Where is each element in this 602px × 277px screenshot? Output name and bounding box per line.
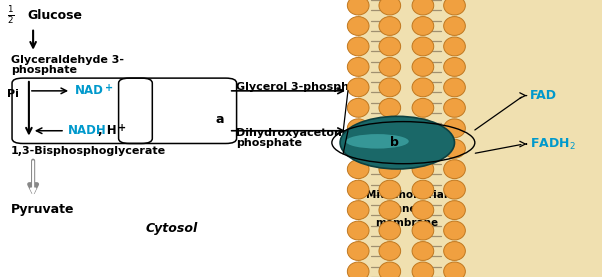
Ellipse shape [412, 119, 433, 138]
Ellipse shape [444, 139, 465, 158]
Ellipse shape [347, 78, 369, 97]
Ellipse shape [340, 116, 455, 169]
Ellipse shape [444, 58, 465, 76]
Ellipse shape [347, 221, 369, 240]
Ellipse shape [347, 37, 369, 56]
Ellipse shape [412, 0, 433, 15]
Text: inner: inner [391, 204, 421, 214]
Ellipse shape [444, 17, 465, 35]
Ellipse shape [347, 139, 369, 158]
Ellipse shape [347, 58, 369, 76]
Text: , H: , H [98, 124, 117, 137]
Text: Glycerol 3-phosphate: Glycerol 3-phosphate [236, 82, 369, 92]
Ellipse shape [346, 134, 409, 148]
Text: Cytosol: Cytosol [146, 222, 197, 235]
Text: phosphate: phosphate [236, 138, 302, 148]
Ellipse shape [347, 262, 369, 277]
Ellipse shape [444, 0, 465, 15]
Ellipse shape [444, 242, 465, 260]
Text: FADH$_2$: FADH$_2$ [530, 137, 576, 152]
Text: +: + [105, 83, 113, 93]
Text: b: b [390, 136, 399, 149]
Ellipse shape [412, 98, 433, 117]
Text: Pyruvate: Pyruvate [11, 203, 74, 216]
Ellipse shape [412, 78, 433, 97]
Text: membrane: membrane [375, 218, 438, 228]
Ellipse shape [347, 201, 369, 219]
Ellipse shape [444, 78, 465, 97]
Ellipse shape [412, 242, 433, 260]
Ellipse shape [412, 17, 433, 35]
Ellipse shape [379, 160, 401, 179]
Ellipse shape [444, 180, 465, 199]
Ellipse shape [347, 180, 369, 199]
Text: Pi: Pi [7, 89, 19, 99]
Ellipse shape [347, 0, 369, 15]
Text: FAD: FAD [530, 89, 557, 102]
Ellipse shape [379, 262, 401, 277]
Text: phosphate: phosphate [11, 65, 77, 75]
Bar [358, 0, 455, 277]
Ellipse shape [444, 119, 465, 138]
Ellipse shape [379, 98, 401, 117]
Text: Glyceraldehyde 3-: Glyceraldehyde 3- [11, 55, 124, 65]
Text: Glucose: Glucose [27, 9, 82, 22]
Ellipse shape [412, 58, 433, 76]
Ellipse shape [444, 37, 465, 56]
Ellipse shape [412, 221, 433, 240]
Text: $\frac{1}{2}$: $\frac{1}{2}$ [7, 4, 15, 26]
Ellipse shape [444, 160, 465, 179]
Ellipse shape [379, 78, 401, 97]
Ellipse shape [347, 242, 369, 260]
Ellipse shape [379, 0, 401, 15]
Ellipse shape [379, 180, 401, 199]
Ellipse shape [379, 242, 401, 260]
Text: a: a [216, 113, 224, 125]
Ellipse shape [412, 180, 433, 199]
Ellipse shape [347, 17, 369, 35]
Ellipse shape [379, 119, 401, 138]
Ellipse shape [379, 139, 401, 158]
Ellipse shape [444, 221, 465, 240]
Ellipse shape [444, 201, 465, 219]
Bar [455, 0, 602, 277]
Ellipse shape [412, 201, 433, 219]
Ellipse shape [379, 58, 401, 76]
Ellipse shape [379, 221, 401, 240]
Ellipse shape [412, 139, 433, 158]
Ellipse shape [347, 160, 369, 179]
Text: NADH: NADH [68, 124, 107, 137]
Ellipse shape [444, 98, 465, 117]
Ellipse shape [379, 201, 401, 219]
Text: Dihydroxyacetone: Dihydroxyacetone [236, 128, 349, 138]
Text: Mitochondrial: Mitochondrial [365, 190, 447, 200]
Ellipse shape [412, 262, 433, 277]
Ellipse shape [379, 17, 401, 35]
Text: NAD: NAD [75, 84, 104, 97]
Ellipse shape [379, 37, 401, 56]
Ellipse shape [347, 119, 369, 138]
Ellipse shape [412, 37, 433, 56]
Ellipse shape [412, 160, 433, 179]
Text: +: + [118, 123, 126, 133]
Ellipse shape [444, 262, 465, 277]
Text: 1,3-Bisphosphoglycerate: 1,3-Bisphosphoglycerate [11, 146, 166, 156]
Ellipse shape [347, 98, 369, 117]
